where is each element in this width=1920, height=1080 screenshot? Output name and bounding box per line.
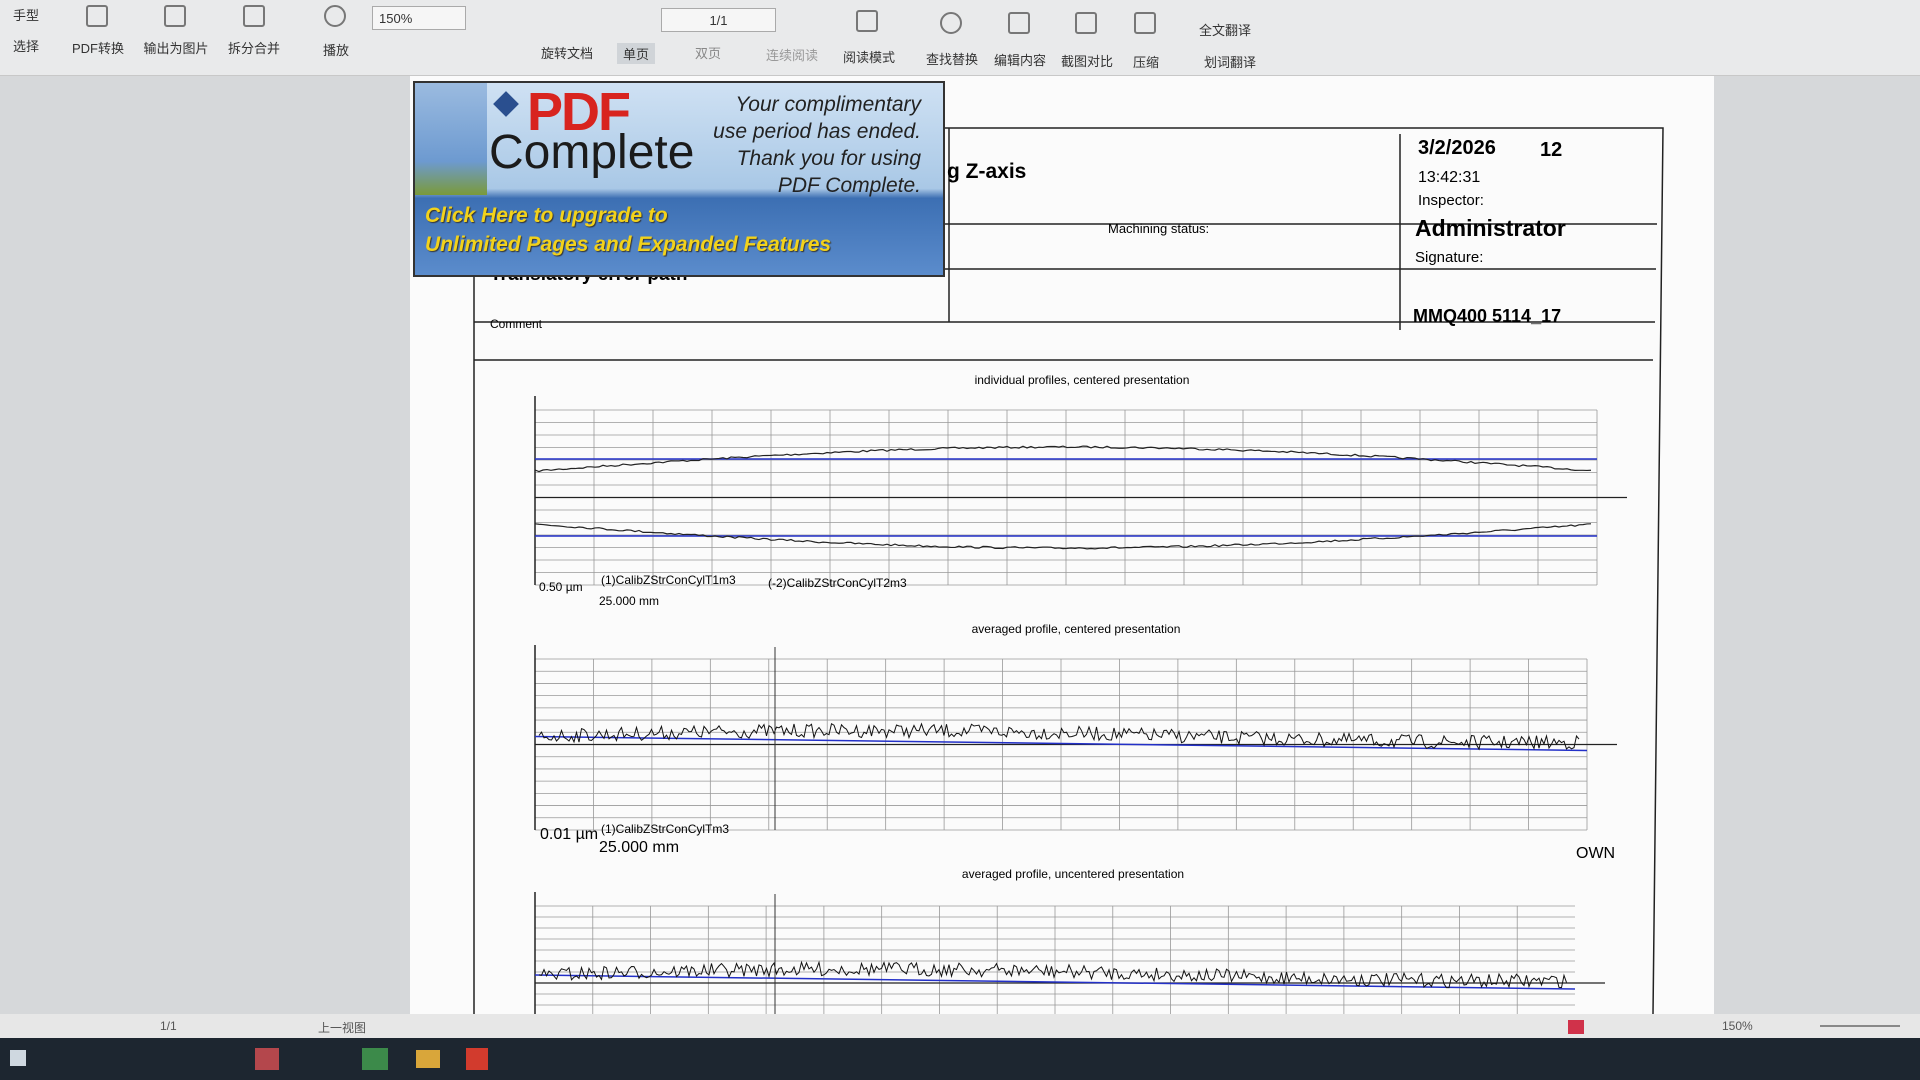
tool[interactable]: 全文翻译 [1198, 23, 1252, 38]
toolbar: 手型 选择 PDF转换 输出为图片 拆分合并 播放 旋转文档 单页 双页 连续阅… [0, 0, 1920, 76]
app-icon[interactable] [466, 1048, 488, 1070]
plot-title: individual profiles, centered presentati… [975, 373, 1190, 387]
legend-entry: (1)CalibZStrConCylTm3 [601, 822, 729, 836]
tool[interactable]: 播放 [322, 43, 350, 58]
scale-y: 0.50 µm [539, 580, 583, 594]
profile-trace [534, 523, 1592, 550]
tool[interactable]: 压缩 [1132, 55, 1160, 70]
tool[interactable]: 截图对比 [1060, 54, 1114, 69]
tool[interactable]: PDF转换 [71, 41, 125, 56]
plot-title: averaged profile, centered presentation [972, 622, 1181, 636]
status-bar: 1/1 上一视图 150% [0, 1014, 1920, 1038]
banner-message: Thank you for using [736, 147, 921, 170]
tool[interactable]: 单页 [616, 43, 656, 64]
scale-x: 25.000 mm [599, 594, 659, 608]
tool[interactable]: 连续阅读 [765, 48, 819, 63]
plot-note: OWN [1576, 845, 1615, 862]
app-icon[interactable] [362, 1048, 388, 1070]
plot-title: averaged profile, uncentered presentatio… [962, 867, 1184, 881]
status-zoom[interactable]: 150% [1722, 1019, 1753, 1033]
logo [493, 91, 519, 117]
tool[interactable]: 双页 [694, 46, 722, 61]
profile-plots [534, 396, 1627, 1014]
profile-trace [534, 445, 1592, 473]
machine-id: MMQ400 5114_17 [1413, 306, 1561, 326]
app-icon[interactable] [255, 1048, 279, 1070]
prev-view[interactable]: 上一视图 [318, 1021, 367, 1035]
tolerance-line [534, 974, 1576, 990]
icon [164, 5, 186, 27]
upgrade-link[interactable]: Unlimited Pages and Expanded Features [425, 233, 832, 256]
tool[interactable]: 输出为图片 [143, 41, 209, 56]
upgrade-link[interactable]: Click Here to upgrade to [425, 204, 668, 227]
upgrade-banner[interactable]: PDF Complete Your complimentary use peri… [413, 81, 945, 277]
report-title: g Z-axis [947, 160, 1026, 183]
icon [86, 5, 108, 27]
icon [324, 5, 346, 27]
tool[interactable]: 拆分合并 [227, 41, 281, 56]
legend-entry: (1)CalibZStrConCylT1m3 [601, 573, 736, 587]
page-indicator: 1/1 [160, 1019, 177, 1033]
icon[interactable] [1568, 1020, 1584, 1034]
tool[interactable]: 编辑内容 [993, 53, 1047, 68]
tool[interactable]: 阅读模式 [842, 50, 896, 65]
profile-trace [538, 960, 1567, 989]
tool[interactable]: 查找替换 [925, 52, 979, 67]
brand: Complete [489, 126, 695, 179]
tolerance-line [534, 735, 1588, 752]
date: 3/2/2026 [1418, 137, 1496, 159]
taskbar [0, 1038, 1920, 1080]
machining-status-label: Machining status: [1108, 221, 1209, 236]
banner-message: Your complimentary [735, 93, 921, 116]
page-box[interactable]: 1/1 [661, 8, 776, 32]
tool[interactable]: 手型 [12, 8, 40, 23]
zoom-slider[interactable] [1820, 1025, 1900, 1027]
banner-message: use period has ended. [713, 120, 921, 143]
zoom-box[interactable]: 150% [372, 6, 466, 30]
comment-label: Comment [490, 317, 543, 331]
time: 13:42:31 [1418, 169, 1480, 186]
profile-trace [538, 722, 1580, 751]
legend-entry: (-2)CalibZStrConCylT2m3 [768, 576, 907, 590]
tool[interactable]: 选择 [12, 39, 40, 54]
banner-image [415, 83, 487, 195]
scale-y: 0.01 µm [540, 826, 598, 843]
inspector: Administrator [1415, 215, 1566, 241]
icon [1075, 12, 1097, 34]
start-button[interactable] [10, 1050, 26, 1066]
brand: PDF [527, 82, 631, 142]
signature-label: Signature: [1415, 249, 1483, 266]
tool[interactable]: 旋转文档 [540, 46, 594, 61]
report-number: 12 [1540, 139, 1562, 161]
icon [243, 5, 265, 27]
banner-message: PDF Complete. [777, 174, 921, 197]
icon [940, 12, 962, 34]
scale-x: 25.000 mm [599, 839, 679, 856]
report: g Z-axis Machining status: Translatory e… [473, 127, 1664, 1014]
icon [856, 10, 878, 32]
tool[interactable]: 划词翻译 [1203, 55, 1257, 70]
inspector-label: Inspector: [1418, 192, 1484, 209]
icon [1134, 12, 1156, 34]
icon [1008, 12, 1030, 34]
app-icon[interactable] [416, 1050, 440, 1068]
